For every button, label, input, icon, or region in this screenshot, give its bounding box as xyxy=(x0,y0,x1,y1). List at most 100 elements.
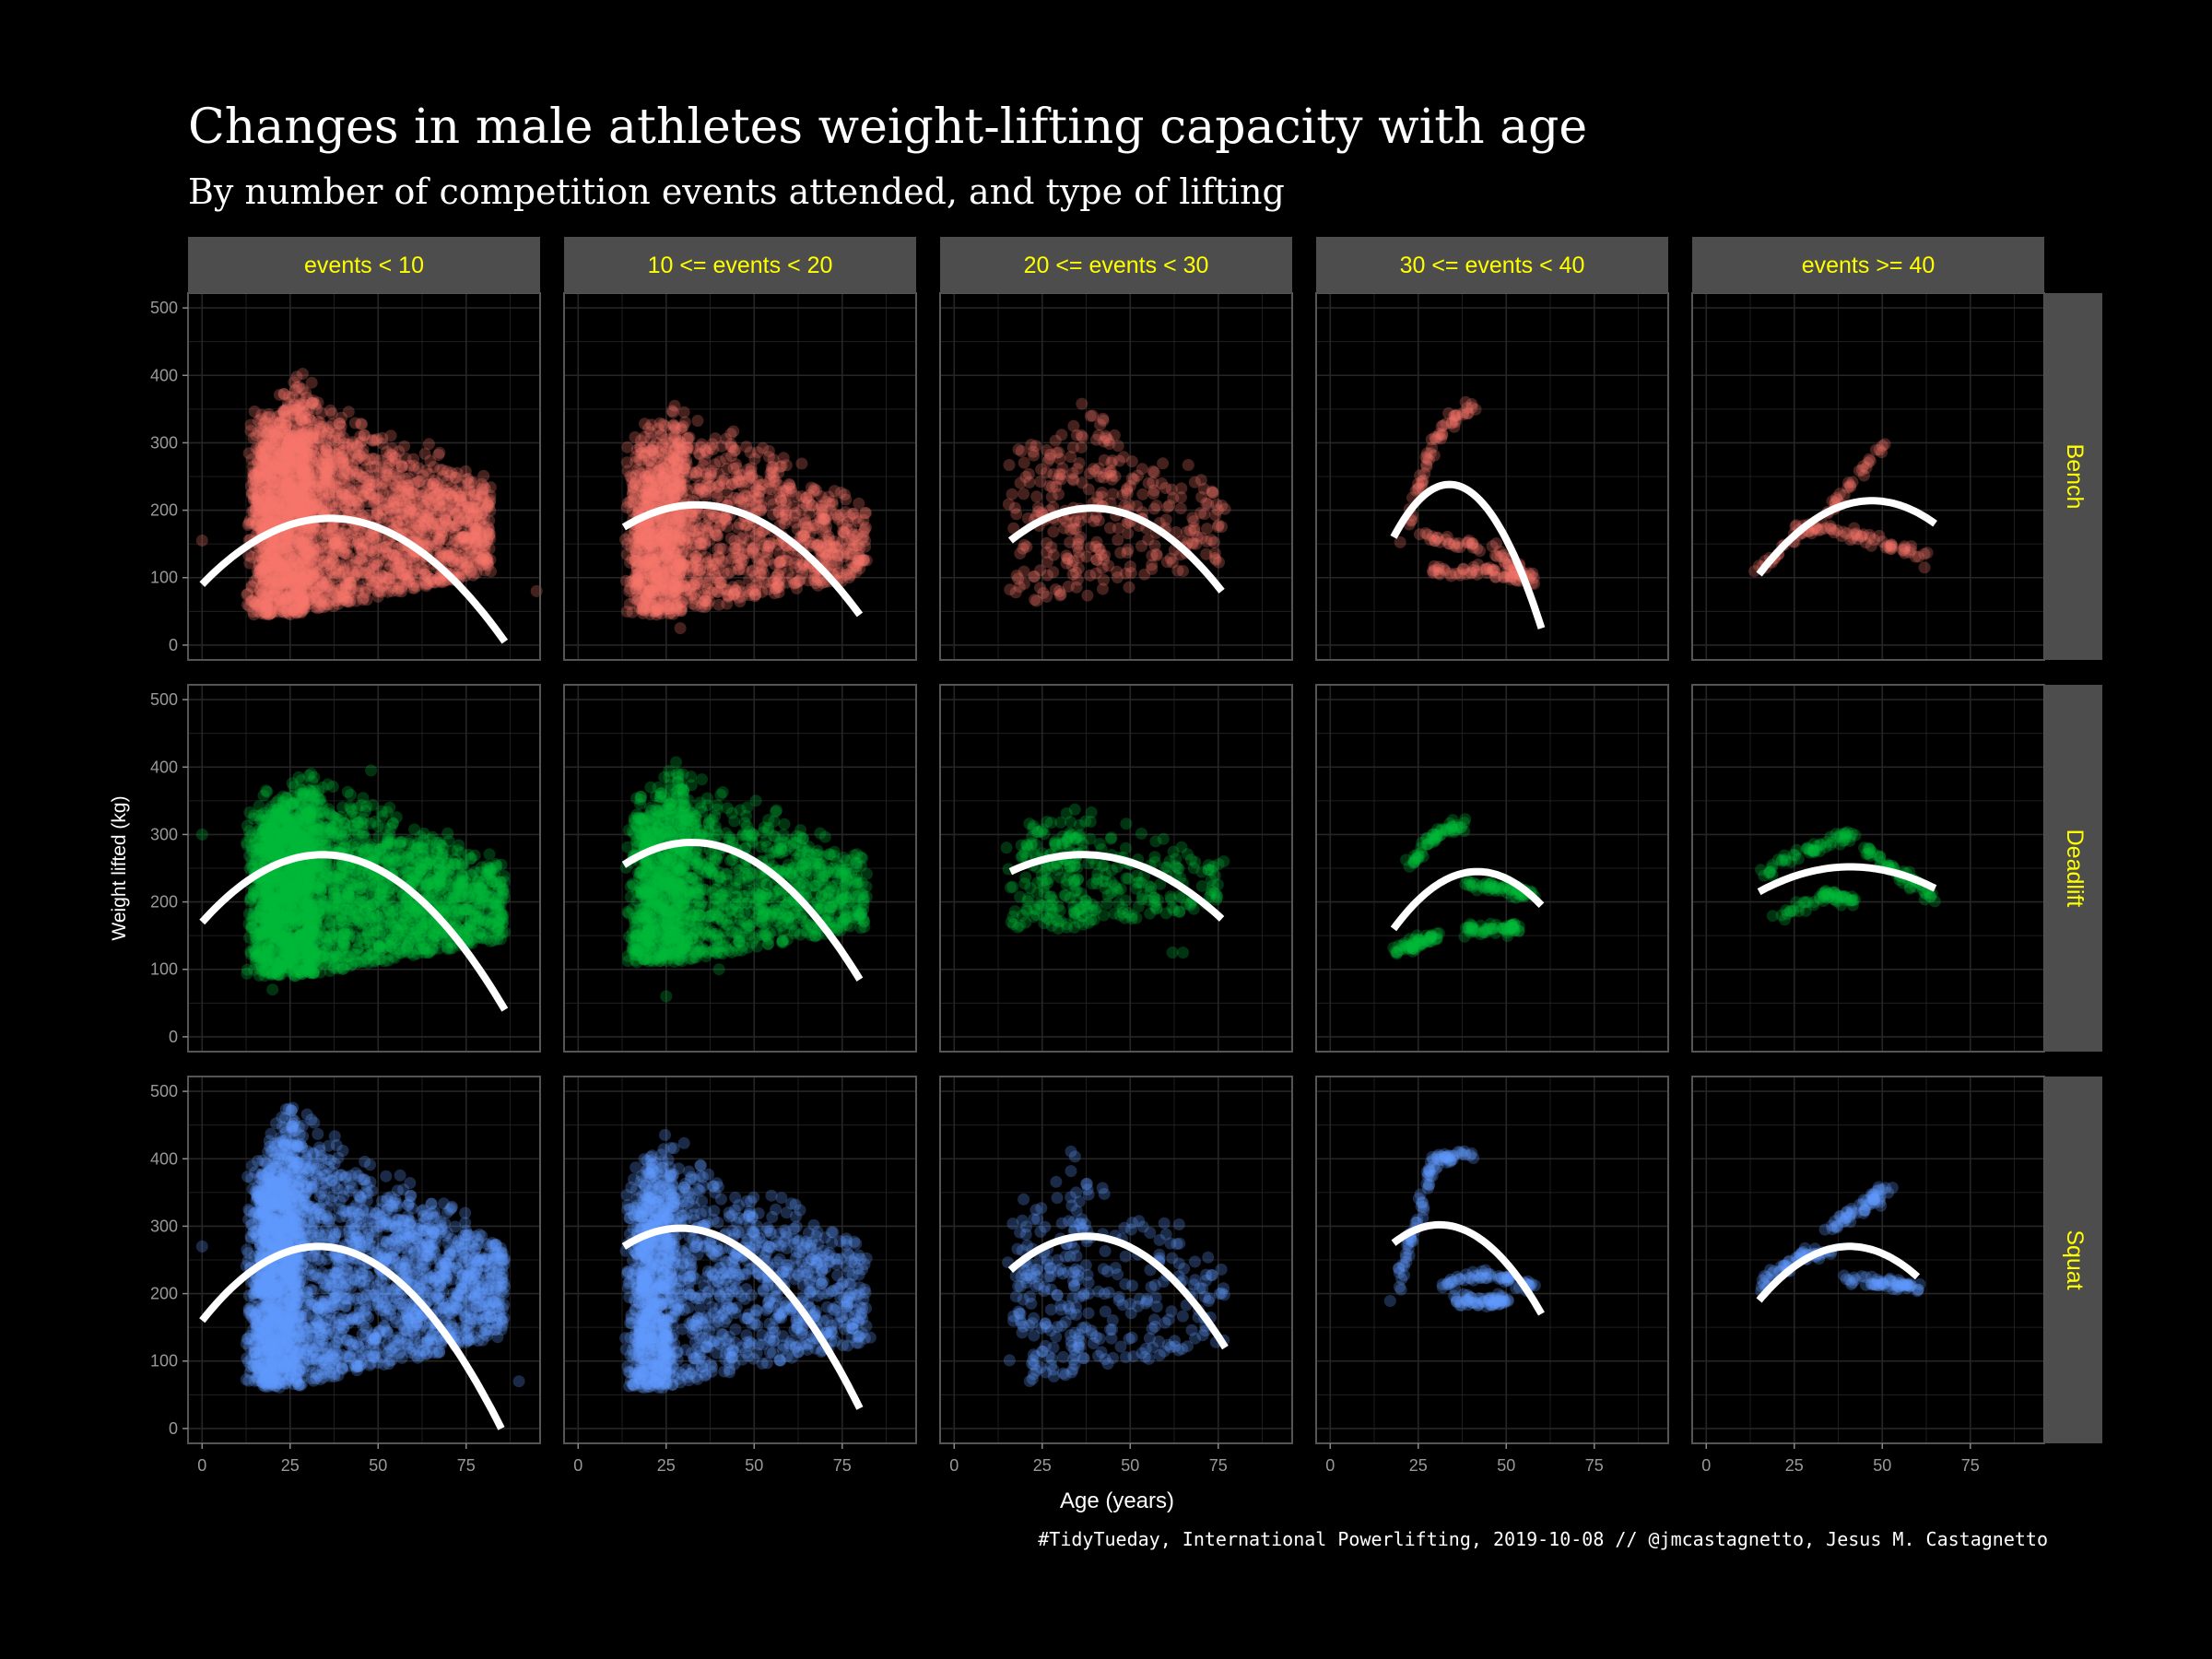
panel-grid xyxy=(940,1077,1292,1443)
data-point xyxy=(1200,497,1213,510)
data-point xyxy=(295,441,308,454)
data-point xyxy=(1876,446,1888,459)
data-point xyxy=(427,477,440,490)
data-point xyxy=(383,496,396,509)
data-point xyxy=(481,525,494,538)
data-point xyxy=(700,520,713,533)
data-point xyxy=(1018,488,1030,500)
data-point xyxy=(755,504,767,517)
data-point xyxy=(421,490,434,503)
data-point xyxy=(276,582,288,595)
data-point xyxy=(780,513,793,526)
data-point xyxy=(1860,462,1873,475)
data-point xyxy=(1071,463,1084,476)
data-point xyxy=(673,519,686,532)
data-point xyxy=(326,418,339,430)
data-point xyxy=(804,526,817,539)
data-point xyxy=(440,549,453,562)
data-point xyxy=(284,533,296,546)
data-point xyxy=(1498,571,1511,583)
data-point xyxy=(301,476,314,488)
data-point xyxy=(256,586,269,599)
data-point xyxy=(702,472,715,485)
data-point xyxy=(1124,567,1137,580)
data-point xyxy=(655,573,668,586)
data-point xyxy=(347,464,360,476)
data-point xyxy=(323,488,335,501)
data-point xyxy=(376,477,389,489)
data-point xyxy=(254,522,267,535)
data-point xyxy=(315,598,328,611)
data-point xyxy=(805,481,818,494)
data-point xyxy=(312,559,324,571)
data-point xyxy=(1098,435,1111,448)
data-point xyxy=(1067,523,1080,535)
data-point xyxy=(358,489,370,502)
data-point xyxy=(713,455,726,468)
data-point xyxy=(738,518,751,531)
data-point xyxy=(629,582,642,595)
data-point xyxy=(278,556,291,569)
data-point xyxy=(1041,444,1053,456)
data-point xyxy=(676,595,688,608)
data-point xyxy=(325,407,338,420)
data-point xyxy=(312,456,325,469)
data-point xyxy=(1066,568,1079,581)
data-point xyxy=(1097,582,1109,595)
data-point xyxy=(1142,477,1155,489)
data-point xyxy=(334,425,347,438)
data-point xyxy=(1081,589,1094,602)
data-point xyxy=(306,537,318,550)
data-point xyxy=(767,575,780,587)
data-point xyxy=(265,465,277,478)
data-point xyxy=(261,507,274,520)
data-point xyxy=(250,506,263,519)
data-point xyxy=(304,414,317,427)
data-point xyxy=(407,579,420,592)
data-point xyxy=(288,604,300,617)
data-point xyxy=(1216,521,1228,533)
data-point xyxy=(350,556,362,569)
data-point xyxy=(421,513,434,526)
panel-grid xyxy=(940,293,1292,660)
data-point xyxy=(393,519,405,532)
data-point xyxy=(749,570,762,582)
data-point xyxy=(1842,477,1854,489)
data-point xyxy=(298,465,311,477)
data-point xyxy=(1182,459,1194,471)
data-point xyxy=(362,566,375,579)
data-point xyxy=(266,573,279,586)
data-point xyxy=(286,591,299,604)
data-point xyxy=(1122,527,1135,540)
data-point xyxy=(368,494,381,507)
data-point xyxy=(782,547,794,559)
data-point xyxy=(364,483,377,495)
data-point xyxy=(322,426,335,439)
panel-grid xyxy=(188,293,540,660)
data-point xyxy=(286,604,299,616)
data-point xyxy=(1819,522,1832,535)
data-point xyxy=(371,505,383,518)
data-point xyxy=(1029,594,1041,606)
data-point xyxy=(324,434,337,447)
data-point xyxy=(395,514,408,527)
data-point xyxy=(290,371,303,383)
data-point xyxy=(422,571,435,583)
data-point xyxy=(484,504,497,517)
data-point xyxy=(402,491,415,504)
data-point xyxy=(1208,552,1221,565)
data-point xyxy=(278,559,291,572)
data-point xyxy=(312,477,324,489)
data-point xyxy=(382,547,394,560)
data-point xyxy=(657,418,670,430)
data-point xyxy=(744,446,757,459)
data-point xyxy=(1045,480,1058,493)
data-point xyxy=(1459,395,1472,408)
data-point xyxy=(313,601,326,614)
data-point xyxy=(296,592,309,605)
data-point xyxy=(636,446,649,459)
data-point xyxy=(1089,465,1102,477)
data-point xyxy=(265,425,277,438)
data-point xyxy=(356,535,369,547)
data-point xyxy=(466,531,479,544)
